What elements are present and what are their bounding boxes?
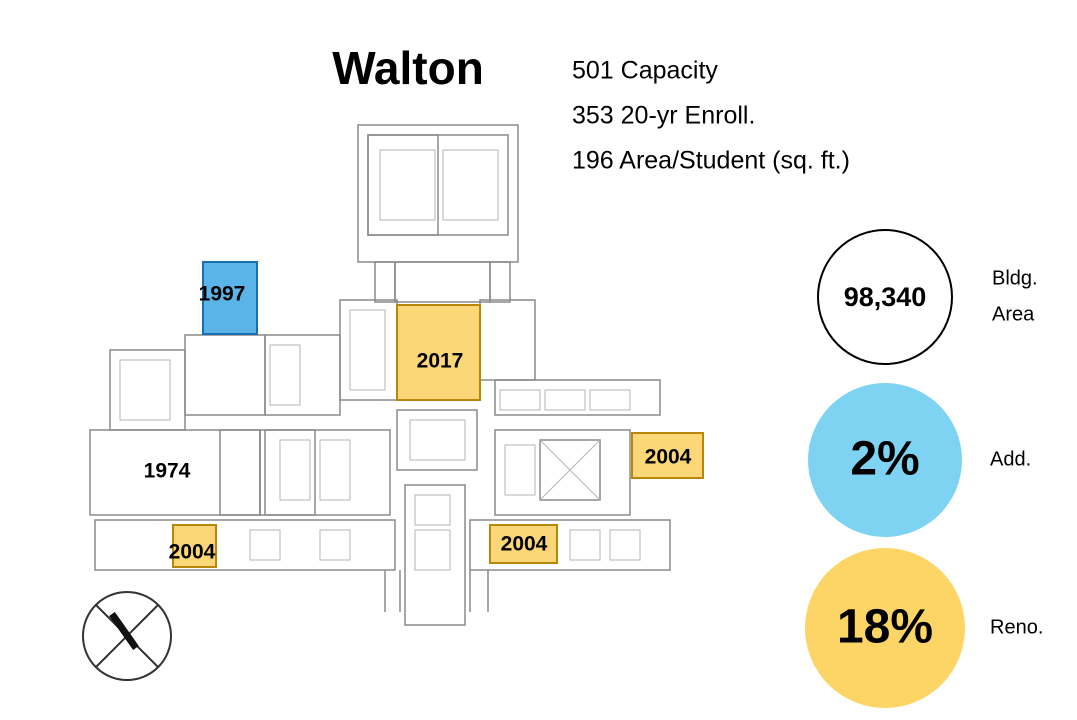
wall bbox=[339, 299, 398, 401]
wall bbox=[394, 261, 491, 303]
year-label: 2004 bbox=[645, 446, 692, 469]
wall bbox=[539, 439, 601, 501]
room bbox=[119, 359, 171, 421]
stair-line bbox=[539, 439, 601, 501]
stat-line: 501 Capacity bbox=[572, 57, 718, 85]
room bbox=[379, 149, 436, 221]
wall bbox=[489, 261, 511, 303]
stat-line: 353 20-yr Enroll. bbox=[572, 102, 755, 130]
compass bbox=[82, 591, 172, 681]
room bbox=[499, 389, 541, 411]
metric-label: Bldg. bbox=[992, 267, 1038, 289]
metric-label: Area bbox=[992, 303, 1035, 325]
room bbox=[544, 389, 586, 411]
stat-line: 196 Area/Student (sq. ft.) bbox=[572, 147, 850, 175]
metric-circle bbox=[805, 548, 965, 708]
metric-label: Reno. bbox=[990, 616, 1043, 638]
wall bbox=[396, 409, 478, 471]
metric-circle bbox=[808, 383, 962, 537]
wall bbox=[494, 429, 631, 516]
year-label: 2017 bbox=[417, 350, 464, 373]
section-highlight bbox=[172, 524, 217, 568]
school-title: Walton bbox=[332, 42, 484, 94]
wall bbox=[219, 429, 261, 516]
room bbox=[569, 529, 601, 561]
section-highlight bbox=[489, 524, 558, 564]
room bbox=[589, 389, 631, 411]
wall bbox=[184, 334, 266, 416]
room bbox=[414, 494, 451, 526]
metric-circle bbox=[817, 229, 953, 365]
wall bbox=[367, 134, 439, 236]
room bbox=[319, 439, 351, 501]
floor-plan: 1997 2017 1974 2004 2004 2004 bbox=[89, 124, 704, 626]
section-highlight bbox=[396, 304, 481, 401]
year-label: 1997 bbox=[199, 283, 246, 306]
year-label: 2004 bbox=[501, 533, 548, 556]
wall bbox=[109, 349, 186, 431]
year-label: 1974 bbox=[144, 460, 191, 483]
compass-ring bbox=[82, 591, 172, 681]
year-label: 2004 bbox=[169, 541, 216, 564]
wall bbox=[374, 261, 396, 303]
room bbox=[279, 439, 311, 501]
room bbox=[609, 529, 641, 561]
section-highlight bbox=[631, 432, 704, 479]
wall bbox=[264, 429, 316, 516]
wall bbox=[94, 519, 396, 571]
compass-needle bbox=[109, 611, 139, 651]
metrics: 98,340 Bldg. Area 2% Add. 18% Reno. bbox=[805, 229, 1043, 708]
wall bbox=[469, 519, 671, 571]
stats: 501 Capacity 353 20-yr Enroll. 196 Area/St… bbox=[572, 57, 850, 175]
metric-value: 18% bbox=[837, 601, 933, 654]
room bbox=[414, 529, 451, 571]
metric-label: Add. bbox=[990, 448, 1031, 470]
room bbox=[442, 149, 499, 221]
room bbox=[249, 529, 281, 561]
metric-value: 98,340 bbox=[844, 282, 927, 312]
room bbox=[349, 309, 386, 391]
room bbox=[319, 529, 351, 561]
wall bbox=[494, 379, 661, 416]
section-highlight bbox=[202, 261, 258, 335]
wall bbox=[264, 334, 341, 416]
room bbox=[504, 444, 536, 496]
room bbox=[409, 419, 466, 461]
wall bbox=[479, 299, 536, 381]
wall bbox=[404, 484, 466, 626]
label-bg bbox=[125, 450, 210, 495]
metric-value: 2% bbox=[850, 433, 919, 486]
room bbox=[269, 344, 301, 406]
